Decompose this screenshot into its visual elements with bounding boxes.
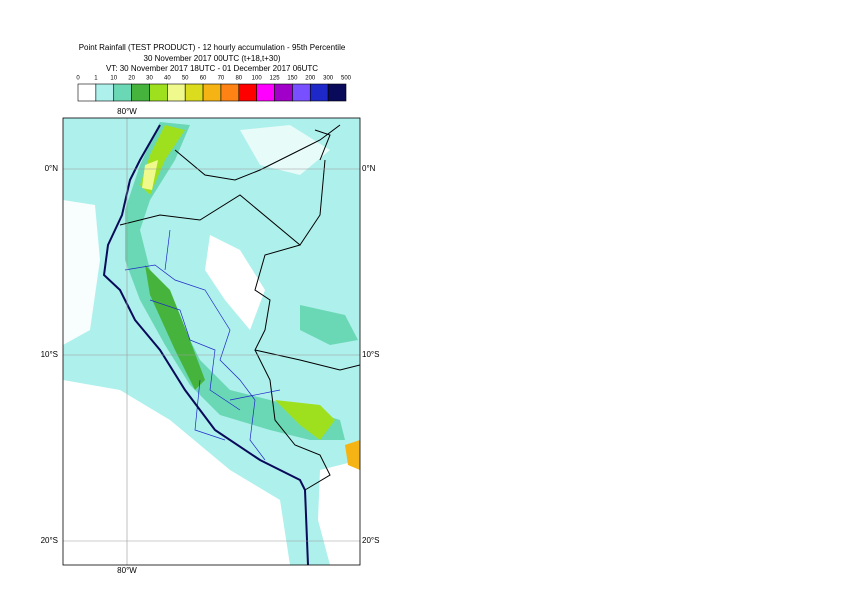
legend-label: 0 — [76, 76, 80, 82]
map — [63, 118, 360, 565]
legend-label: 1 — [94, 76, 98, 82]
border — [314, 129, 331, 161]
validity: VT: 30 November 2017 18UTC - 01 December… — [106, 64, 318, 73]
legend-label: 10 — [110, 76, 117, 82]
legend-swatch — [202, 83, 222, 102]
legend-swatch — [274, 83, 293, 102]
legend-swatch — [292, 83, 311, 102]
rain-core — [145, 265, 205, 390]
dry-area — [205, 235, 265, 330]
border — [254, 244, 360, 371]
legend-swatch — [184, 83, 204, 102]
legend-label: 100 — [252, 76, 263, 82]
rain-core — [345, 440, 360, 470]
dry-area — [240, 125, 330, 175]
legend-label: 300 — [323, 76, 334, 82]
legend-swatch — [131, 83, 150, 102]
legend-label: 70 — [218, 76, 225, 82]
legend-swatch — [113, 83, 132, 102]
legend-swatch — [220, 83, 240, 102]
legend-label: 50 — [182, 76, 189, 82]
legend-swatch — [77, 83, 97, 102]
borders — [119, 124, 360, 491]
title: Point Rainfall (TEST PRODUCT) - 12 hourl… — [79, 43, 346, 52]
legend-label: 150 — [287, 76, 298, 82]
legend-label: 200 — [305, 76, 316, 82]
legend-swatch — [167, 83, 186, 102]
legend-label: 30 — [146, 76, 153, 82]
rain-core — [142, 160, 158, 190]
region-border — [149, 299, 241, 411]
dry-area — [63, 200, 100, 345]
legend-swatch — [95, 83, 115, 102]
lat-label: 10°S — [41, 350, 58, 359]
regions — [124, 229, 281, 461]
legend-label: 125 — [270, 76, 281, 82]
lat-label: 10°S — [362, 350, 379, 359]
legend-swatch — [327, 83, 347, 102]
lon-label: 80°W — [117, 107, 137, 116]
lat-label: 0°N — [45, 164, 59, 173]
legend: 0 1 10 20 30 40 50 60 70 80 100 125 150 200 300 500 — [76, 76, 352, 102]
graticule — [63, 118, 360, 565]
run-time: 30 November 2017 00UTC (t+18,t+30) — [144, 54, 281, 63]
lat-label: 20°S — [362, 536, 379, 545]
legend-label: 80 — [235, 76, 242, 82]
rain-core — [275, 400, 335, 440]
legend-swatch — [238, 83, 257, 102]
legend-swatch — [256, 83, 275, 102]
rain-band — [125, 122, 345, 440]
lon-label: 80°W — [117, 566, 137, 575]
region-border — [164, 229, 281, 441]
coastline — [102, 124, 309, 565]
legend-label: 20 — [128, 76, 135, 82]
map-frame — [62, 117, 361, 566]
border — [119, 159, 326, 246]
dry-area — [318, 460, 360, 565]
lat-label: 20°S — [41, 536, 58, 545]
border — [254, 349, 331, 491]
dry-area — [63, 380, 290, 565]
border — [174, 124, 341, 181]
lat-label: 0°N — [362, 164, 376, 173]
legend-label: 60 — [200, 76, 207, 82]
region-border — [124, 264, 266, 461]
rain-band — [300, 305, 358, 345]
legend-swatch — [309, 83, 329, 102]
legend-label: 40 — [164, 76, 171, 82]
legend-swatch — [149, 83, 168, 102]
legend-label: 500 — [341, 76, 352, 82]
